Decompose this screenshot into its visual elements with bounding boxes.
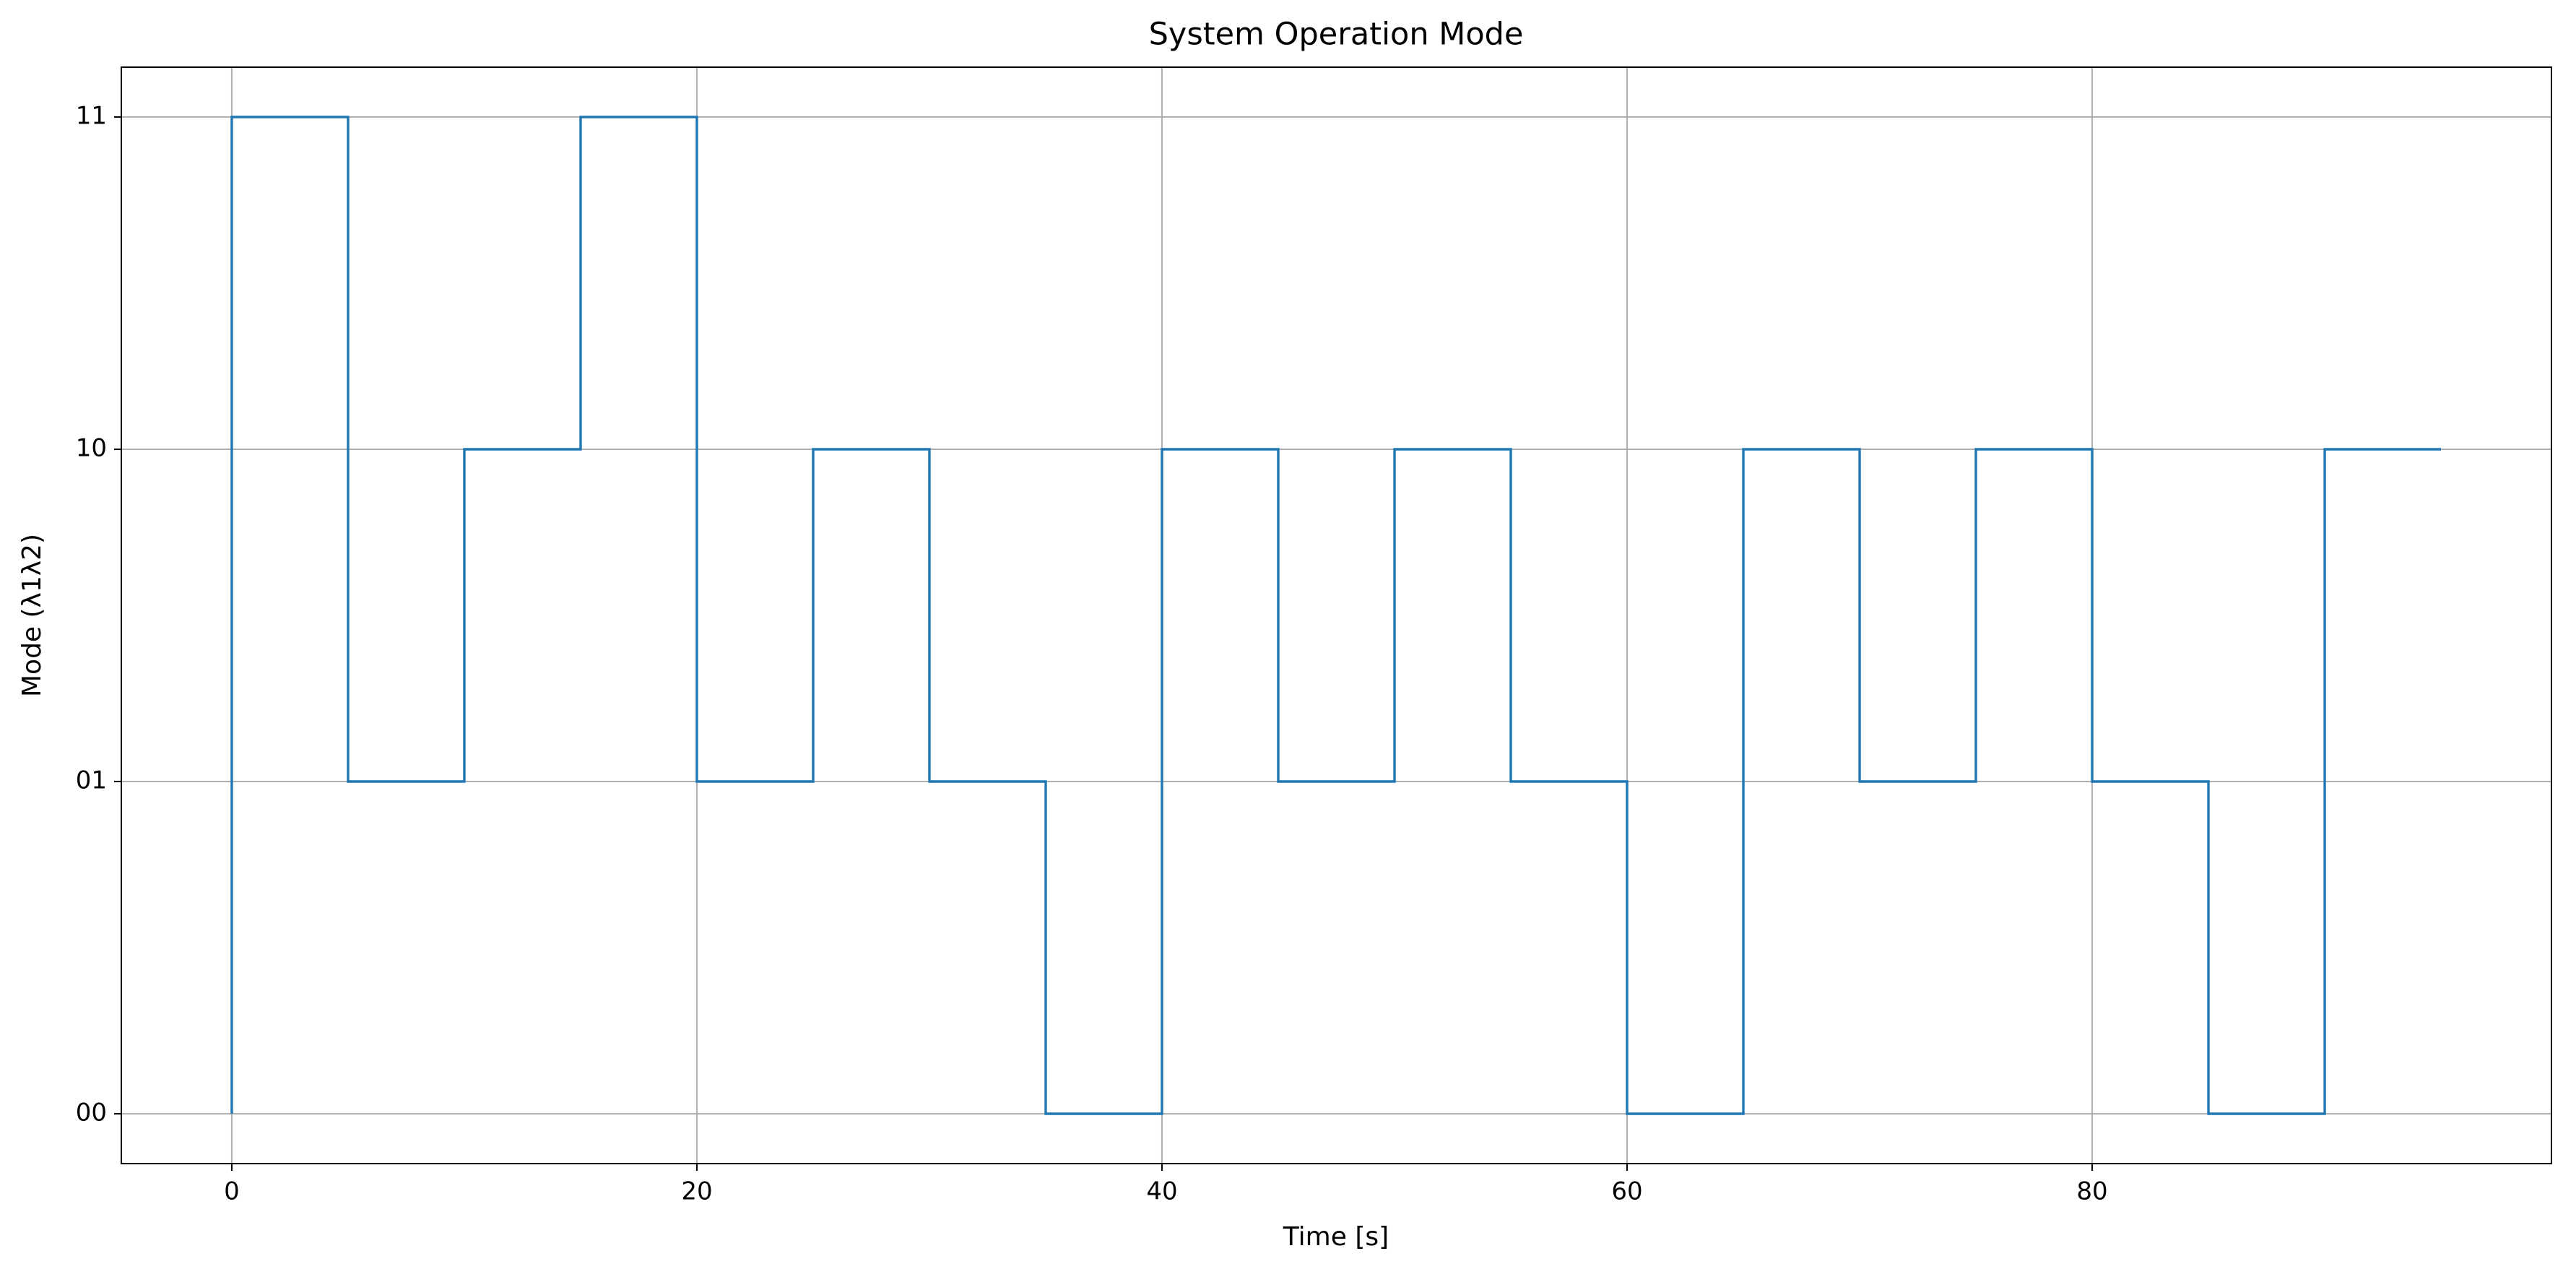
y-axis-label: Mode (λ1λ2) xyxy=(17,534,47,697)
plot-frame xyxy=(121,66,2552,1164)
y-tick-label: 01 xyxy=(76,766,107,795)
x-axis-label: Time [s] xyxy=(1283,1222,1389,1252)
y-tick-label: 10 xyxy=(76,434,107,463)
x-tick-label: 0 xyxy=(224,1177,240,1206)
y-tick-label: 11 xyxy=(76,102,107,131)
y-tick-label: 00 xyxy=(76,1099,107,1127)
x-tick-label: 20 xyxy=(681,1177,712,1206)
x-tick-label: 80 xyxy=(2076,1177,2107,1206)
x-tick-label: 60 xyxy=(1611,1177,1642,1206)
line xyxy=(230,116,2442,1115)
chart-title: System Operation Mode xyxy=(1149,17,1524,53)
x-tick-label: 40 xyxy=(1146,1177,1177,1206)
